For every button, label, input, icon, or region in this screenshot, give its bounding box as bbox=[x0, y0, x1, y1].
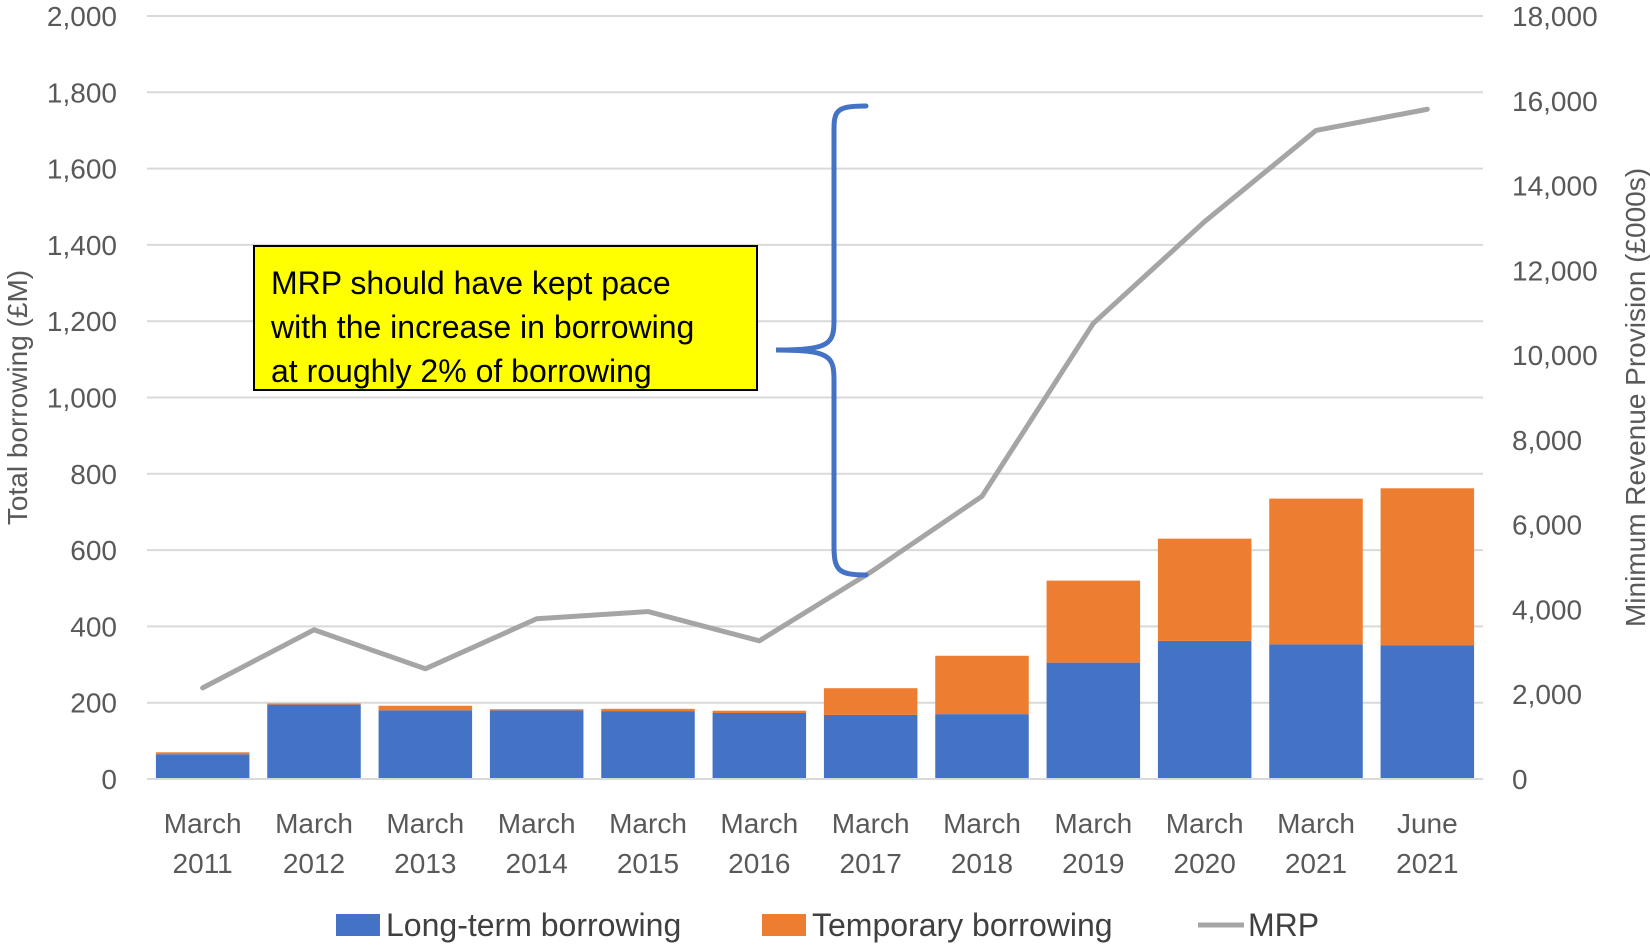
y2-tick-label: 2,000 bbox=[1512, 679, 1582, 710]
y2-tick-label: 14,000 bbox=[1512, 171, 1598, 202]
bar-temporary bbox=[713, 711, 807, 713]
y2-tick-label: 10,000 bbox=[1512, 340, 1598, 371]
bar-long-term bbox=[601, 711, 695, 779]
bar-long-term bbox=[1158, 641, 1252, 779]
annotation-line-1: MRP should have kept pace bbox=[271, 261, 740, 305]
bar-temporary bbox=[935, 656, 1029, 714]
y-axis-title: Total borrowing (£M) bbox=[2, 270, 33, 525]
y-tick-label: 2,000 bbox=[47, 1, 117, 32]
bar-long-term bbox=[713, 713, 807, 779]
x-tick-label-line-1: March bbox=[1054, 808, 1132, 839]
x-tick-label-line-1: March bbox=[275, 808, 353, 839]
x-tick-label-line-1: March bbox=[832, 808, 910, 839]
x-tick-label-line-2: 2020 bbox=[1174, 848, 1236, 879]
legend-label-mrp: MRP bbox=[1248, 907, 1319, 943]
x-tick-label-line-1: March bbox=[720, 808, 798, 839]
bar-temporary bbox=[601, 709, 695, 711]
bar-long-term bbox=[935, 714, 1029, 779]
legend-label-long-term: Long-term borrowing bbox=[386, 907, 681, 943]
annotation-line-2: with the increase in borrowing bbox=[271, 305, 740, 349]
x-tick-label-line-2: 2019 bbox=[1062, 848, 1124, 879]
x-tick-label-line-1: March bbox=[164, 808, 242, 839]
y2-tick-label: 0 bbox=[1512, 764, 1528, 795]
bar-temporary bbox=[156, 752, 250, 754]
x-tick-label-line-2: 2012 bbox=[283, 848, 345, 879]
bar-long-term bbox=[1047, 663, 1141, 779]
x-tick-label-line-1: March bbox=[1166, 808, 1244, 839]
bar-temporary bbox=[267, 703, 361, 704]
y2-axis-title: Minimum Revenue Provision (£000s) bbox=[1620, 168, 1650, 627]
x-tick-label-line-2: 2017 bbox=[840, 848, 902, 879]
x-tick-label-line-1: March bbox=[386, 808, 464, 839]
bar-long-term bbox=[267, 705, 361, 779]
x-tick-label-line-1: March bbox=[1277, 808, 1355, 839]
x-tick-label-line-2: 2016 bbox=[728, 848, 790, 879]
x-tick-label-line-1: June bbox=[1397, 808, 1458, 839]
x-tick-label-line-2: 2021 bbox=[1285, 848, 1347, 879]
bar-long-term bbox=[379, 710, 473, 779]
bar-temporary bbox=[1047, 581, 1141, 663]
x-tick-label-line-1: March bbox=[943, 808, 1021, 839]
x-tick-label-line-2: 2018 bbox=[951, 848, 1013, 879]
y-tick-label: 0 bbox=[101, 764, 117, 795]
bar-long-term bbox=[1381, 645, 1475, 779]
x-tick-label-line-2: 2021 bbox=[1396, 848, 1458, 879]
bar-temporary bbox=[1269, 499, 1363, 645]
y-tick-label: 200 bbox=[70, 688, 117, 719]
y2-tick-label: 6,000 bbox=[1512, 510, 1582, 541]
y2-tick-label: 8,000 bbox=[1512, 425, 1582, 456]
y2-tick-label: 12,000 bbox=[1512, 255, 1598, 286]
bar-temporary bbox=[1381, 488, 1475, 645]
bar-long-term bbox=[156, 754, 250, 779]
y-tick-label: 800 bbox=[70, 459, 117, 490]
y-tick-label: 400 bbox=[70, 611, 117, 642]
y-tick-label: 1,600 bbox=[47, 154, 117, 185]
y-tick-label: 1,800 bbox=[47, 77, 117, 108]
bar-temporary bbox=[824, 688, 918, 715]
bar-temporary bbox=[490, 709, 584, 710]
bar-long-term bbox=[824, 715, 918, 779]
bar-long-term bbox=[490, 710, 584, 779]
legend-label-temporary: Temporary borrowing bbox=[812, 907, 1113, 943]
legend-swatch-long-term bbox=[336, 914, 380, 936]
y2-tick-label: 18,000 bbox=[1512, 1, 1598, 32]
x-tick-label-line-1: March bbox=[498, 808, 576, 839]
bar-temporary bbox=[1158, 539, 1252, 641]
x-tick-label-line-2: 2015 bbox=[617, 848, 679, 879]
y-tick-label: 1,400 bbox=[47, 230, 117, 261]
y2-tick-label: 16,000 bbox=[1512, 86, 1598, 117]
bar-temporary bbox=[379, 706, 473, 711]
y-tick-label: 1,000 bbox=[47, 383, 117, 414]
x-tick-label-line-2: 2014 bbox=[506, 848, 568, 879]
x-tick-label-line-1: March bbox=[609, 808, 687, 839]
bar-long-term bbox=[1269, 644, 1363, 779]
y-tick-label: 1,200 bbox=[47, 306, 117, 337]
y2-tick-label: 4,000 bbox=[1512, 594, 1582, 625]
legend-swatch-temporary bbox=[762, 914, 806, 936]
x-tick-label-line-2: 2013 bbox=[394, 848, 456, 879]
curly-brace-icon bbox=[776, 106, 866, 575]
x-tick-label-line-2: 2011 bbox=[173, 848, 233, 879]
annotation-callout: MRP should have kept pace with the incre… bbox=[253, 245, 758, 391]
y-tick-label: 600 bbox=[70, 535, 117, 566]
annotation-line-3: at roughly 2% of borrowing bbox=[271, 349, 740, 393]
